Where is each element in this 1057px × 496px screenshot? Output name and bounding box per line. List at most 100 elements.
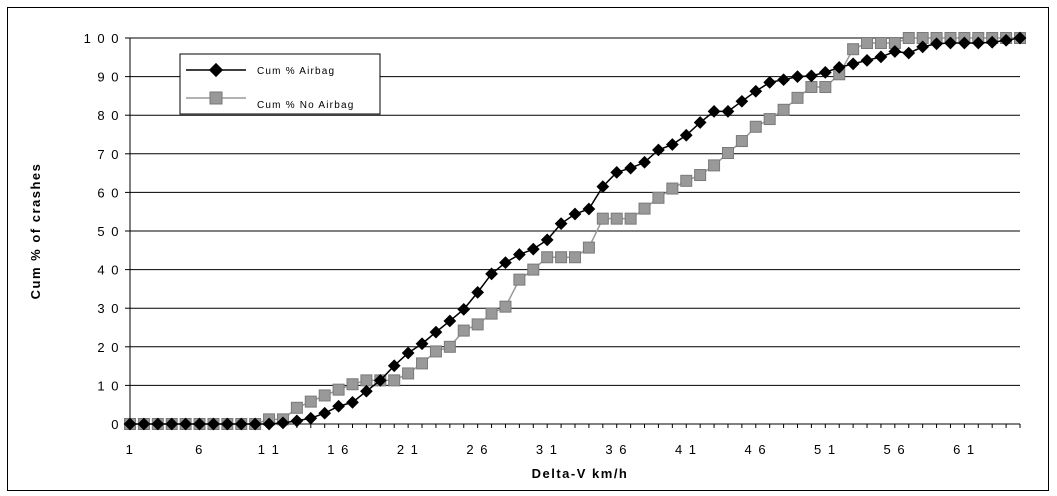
data-point [471,286,485,299]
data-point [402,367,415,380]
y-tick-label: 1 0 [97,378,120,393]
data-point [429,345,442,358]
y-axis-title: Cum % of crashes [28,163,43,300]
y-ticks: 0 1 0 2 0 3 0 4 0 5 0 6 0 7 0 8 0 9 0 1 0 0 [84,31,130,432]
data-point [304,395,317,408]
x-tick-label: 1 6 [327,442,350,457]
data-point [332,383,345,396]
data-point [165,417,179,431]
y-tick-label: 4 0 [97,263,120,278]
legend-label-airbag: Cum % Airbag [257,66,335,77]
data-point [485,267,498,281]
y-tick-label: 3 0 [97,301,120,316]
data-point [387,359,401,373]
data-point [332,399,345,413]
data-point [860,54,874,67]
data-point [499,256,512,270]
data-point [777,73,790,87]
data-point [526,242,540,256]
data-point [234,417,248,431]
data-point [318,406,332,420]
x-tick-label: 4 6 [744,442,767,457]
x-tick-label: 1 1 [258,442,281,457]
data-point [290,401,303,414]
y-tick-label: 0 [111,417,120,432]
data-point [276,416,290,430]
data-point [569,251,581,264]
data-point [819,81,832,94]
x-tick-label: 1 [126,442,135,457]
data-point [568,207,582,221]
data-point [388,374,401,387]
data-point [791,70,804,83]
data-point [346,396,359,409]
x-tick-label: 2 6 [466,442,489,457]
data-point [151,417,165,431]
data-point [499,300,512,313]
data-point [610,212,623,225]
data-point [360,384,373,398]
data-point [624,212,637,225]
data-point [874,50,888,64]
y-tick-label: 5 0 [97,224,120,239]
data-point [457,302,471,316]
y-tick-label: 6 0 [97,185,120,200]
data-point [749,84,763,98]
data-point [471,318,484,331]
legend-label-no-airbag: Cum % No Airbag [257,100,354,111]
data-point [318,389,331,402]
data-point [443,314,457,328]
data-point [541,251,554,264]
x-tick-label: 3 1 [536,442,559,457]
data-point [485,307,498,320]
data-point [721,147,734,160]
x-tick-label: 4 1 [675,442,698,457]
data-point [721,104,735,118]
data-point [638,202,651,215]
data-point [207,417,220,431]
data-point [179,417,192,431]
data-point [777,103,790,116]
data-point [665,138,679,151]
data-point [527,263,540,276]
x-tick-label: 6 [195,442,204,457]
x-axis-title: Delta-V km/h [532,466,629,481]
y-tick-label: 8 0 [97,108,120,123]
x-tick-label: 2 1 [397,442,420,457]
data-point [360,374,373,387]
data-point [582,241,595,254]
data-point [708,159,721,172]
x-tick-label: 5 6 [884,442,907,457]
data-point [429,325,443,339]
data-point [861,37,874,50]
data-point [513,273,526,286]
y-tick-label: 1 0 0 [84,31,120,46]
data-point [555,251,568,264]
data-point [443,340,456,353]
data-point [596,212,609,225]
data-point [304,411,318,425]
data-point [513,248,526,261]
data-point [290,414,304,428]
data-point [805,81,818,94]
data-point [735,94,749,108]
x-tick-label: 6 1 [953,442,976,457]
data-point [416,357,429,370]
y-tick-label: 7 0 [97,147,120,162]
data-point [763,76,777,89]
data-point [137,417,151,431]
data-point [123,417,137,431]
data-point [262,417,276,431]
data-point [694,169,707,182]
data-point [735,135,748,148]
data-point [346,378,359,391]
data-point [624,161,637,175]
series-layer [123,31,1027,431]
x-tick-label: 5 1 [814,442,837,457]
data-point [749,120,762,133]
data-point [652,191,665,204]
data-point [248,417,262,431]
y-tick-label: 2 0 [97,340,120,355]
data-point [193,417,206,431]
